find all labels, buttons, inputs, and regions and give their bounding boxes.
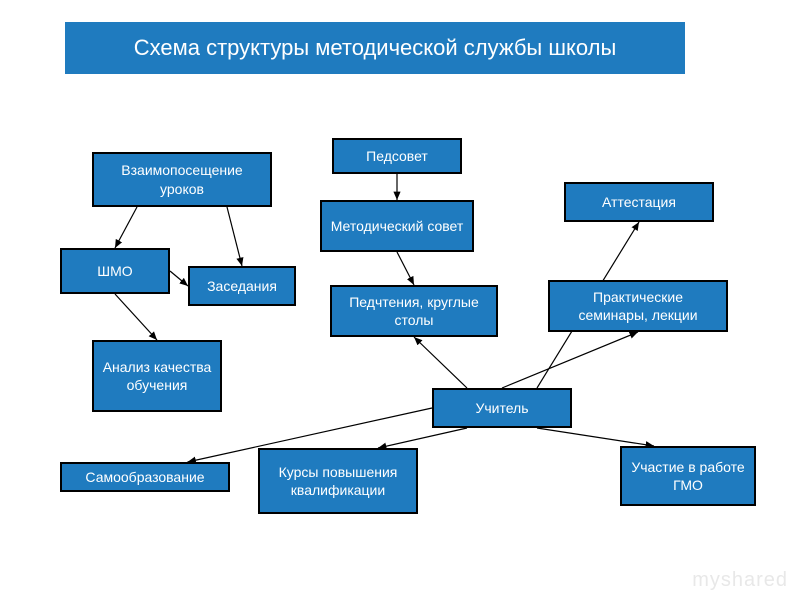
node-prakt: Практические семинары, лекции [548,280,728,332]
node-pedcht: Педчтения, круглые столы [330,285,498,337]
edge-vzaimo-to-zased [227,207,242,266]
node-attest: Аттестация [564,182,714,222]
edge-uchitel-to-pedcht [414,337,467,388]
node-gmo: Участие в работе ГМО [620,446,756,506]
edge-uchitel-to-gmo [537,428,654,446]
node-pedsovet: Педсовет [332,138,462,174]
node-samo: Самообразование [60,462,230,492]
node-analiz: Анализ качества обучения [92,340,222,412]
diagram-title-text: Схема структуры методической службы школ… [134,35,617,61]
edge-shmo-to-analiz [115,294,157,340]
edge-uchitel-to-kursy [378,428,467,448]
edge-vzaimo-to-shmo [115,207,137,248]
node-zased: Заседания [188,266,296,306]
node-metod: Методический совет [320,200,474,252]
edge-uchitel-to-prakt [502,332,638,388]
watermark: myshared [692,569,788,592]
edge-metod-to-pedcht [397,252,414,285]
node-shmo: ШМО [60,248,170,294]
node-kursy: Курсы повышения квалификации [258,448,418,514]
node-uchitel: Учитель [432,388,572,428]
diagram-title: Схема структуры методической службы школ… [65,22,685,74]
edge-shmo-to-zased [170,271,188,286]
node-vzaimo: Взаимопосещение уроков [92,152,272,207]
